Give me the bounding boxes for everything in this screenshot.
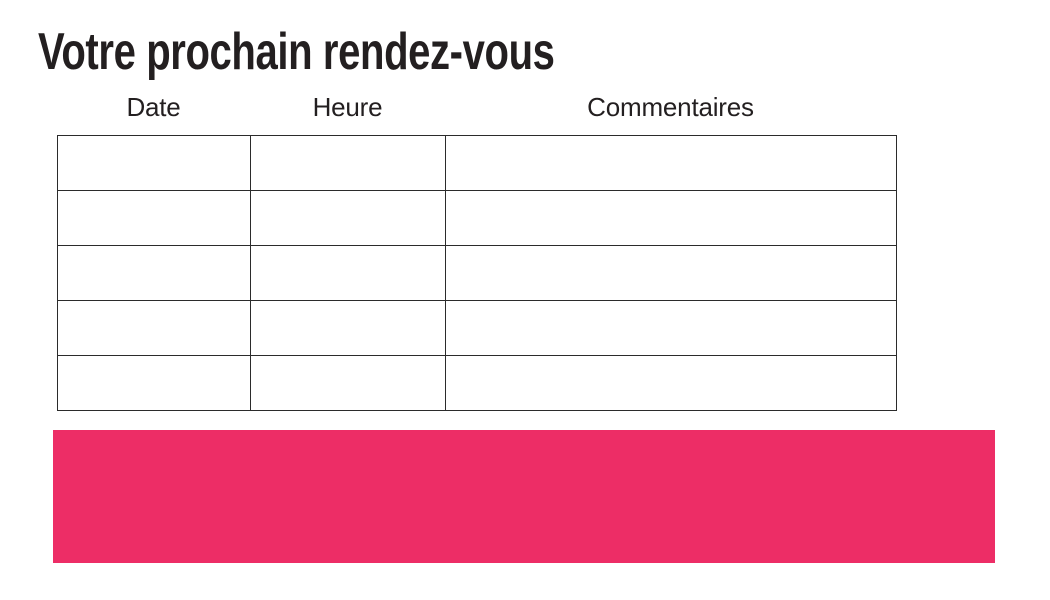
table-cell bbox=[57, 300, 251, 356]
table-row bbox=[57, 355, 897, 411]
table-cell bbox=[445, 355, 897, 411]
pink-banner bbox=[53, 430, 995, 563]
table-cell bbox=[57, 245, 251, 301]
column-header-heure: Heure bbox=[312, 92, 383, 122]
table-row bbox=[57, 245, 897, 301]
table-cell bbox=[445, 245, 897, 301]
table-cell bbox=[250, 300, 446, 356]
table-header-row: Date Heure Commentaires bbox=[57, 92, 896, 122]
table-cell bbox=[445, 135, 897, 191]
table-cell bbox=[250, 355, 446, 411]
table-cell bbox=[250, 135, 446, 191]
table-cell bbox=[445, 190, 897, 246]
column-header-date: Date bbox=[126, 92, 181, 122]
table-cell bbox=[57, 135, 251, 191]
page-title: Votre prochain rendez-vous bbox=[38, 23, 555, 81]
table-row bbox=[57, 135, 897, 191]
table-cell bbox=[445, 300, 897, 356]
table-row bbox=[57, 190, 897, 246]
appointments-table-body bbox=[57, 135, 897, 411]
table-row bbox=[57, 300, 897, 356]
table-cell bbox=[250, 245, 446, 301]
table-cell bbox=[250, 190, 446, 246]
column-header-commentaires: Commentaires bbox=[587, 92, 754, 122]
appointments-table bbox=[57, 135, 897, 411]
table-cell bbox=[57, 190, 251, 246]
table-cell bbox=[57, 355, 251, 411]
